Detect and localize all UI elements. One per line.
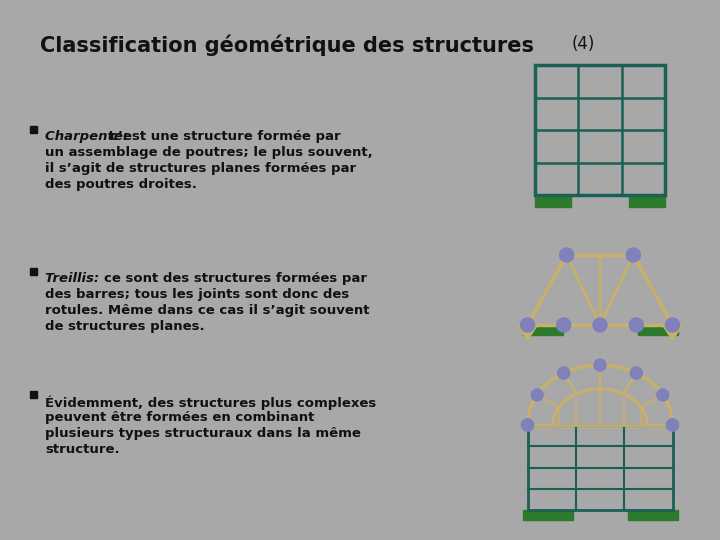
Circle shape (558, 367, 570, 379)
Circle shape (521, 318, 534, 332)
Text: Classification géométrique des structures: Classification géométrique des structure… (40, 35, 534, 57)
Circle shape (559, 248, 574, 262)
Circle shape (667, 419, 678, 431)
Text: Évidemment, des structures plus complexes: Évidemment, des structures plus complexe… (45, 395, 377, 409)
Text: ce sont des structures formées par: ce sont des structures formées par (104, 272, 367, 285)
Text: (4): (4) (572, 35, 595, 53)
Bar (528, 425, 672, 510)
Circle shape (665, 318, 680, 332)
Circle shape (629, 318, 643, 332)
Circle shape (594, 359, 606, 371)
Bar (629, 195, 665, 207)
Text: Treillis:: Treillis: (45, 272, 104, 285)
Circle shape (531, 389, 543, 401)
Text: un assemblage de poutres; le plus souvent,: un assemblage de poutres; le plus souven… (45, 146, 373, 159)
Text: Charpente:: Charpente: (45, 130, 132, 143)
Bar (535, 195, 572, 207)
Bar (523, 510, 572, 520)
Circle shape (630, 367, 642, 379)
Bar (535, 65, 665, 195)
Circle shape (657, 389, 669, 401)
Text: c’est une structure formée par: c’est une structure formée par (109, 130, 341, 143)
Bar (628, 510, 678, 520)
Text: il s’agit de structures planes formées par: il s’agit de structures planes formées p… (45, 162, 356, 175)
Text: structure.: structure. (45, 443, 120, 456)
Circle shape (557, 318, 571, 332)
Text: rotules. Même dans ce cas il s’agit souvent: rotules. Même dans ce cas il s’agit souv… (45, 304, 369, 317)
Polygon shape (518, 325, 538, 340)
Circle shape (521, 419, 534, 431)
Circle shape (593, 318, 607, 332)
Bar (523, 325, 562, 335)
Text: des barres; tous les joints sont donc des: des barres; tous les joints sont donc de… (45, 288, 349, 301)
Bar (637, 325, 678, 335)
Text: des poutres droites.: des poutres droites. (45, 178, 197, 191)
Text: peuvent être formées en combinant: peuvent être formées en combinant (45, 411, 315, 424)
Circle shape (626, 248, 640, 262)
Bar (30, 390, 37, 397)
Polygon shape (662, 325, 683, 340)
Text: de structures planes.: de structures planes. (45, 320, 204, 333)
Text: plusieurs types structuraux dans la même: plusieurs types structuraux dans la même (45, 427, 361, 440)
Circle shape (667, 419, 678, 431)
Bar (30, 267, 37, 274)
Bar (30, 125, 37, 132)
Circle shape (521, 419, 534, 431)
